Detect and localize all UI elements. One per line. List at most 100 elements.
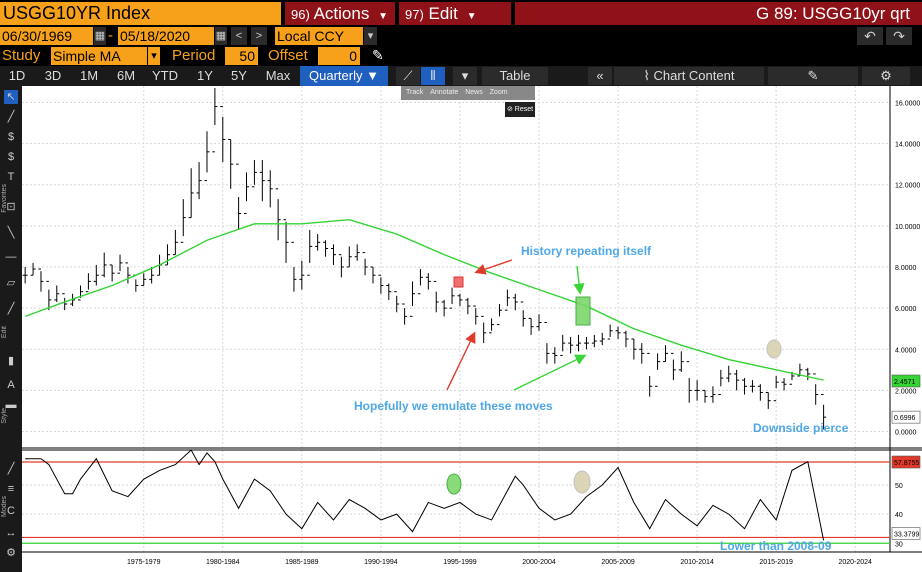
x-tick-5: 2000-2004 xyxy=(522,559,556,566)
timeframe-3d[interactable]: 3D xyxy=(44,68,62,83)
cursor-icon[interactable]: ↖ xyxy=(4,90,18,104)
reset-label: Reset xyxy=(514,106,534,113)
trend-icon[interactable]: ╱ xyxy=(7,303,15,315)
chevron-down-icon: ▼ xyxy=(366,68,379,83)
gear-icon[interactable]: ⚙ xyxy=(862,67,910,85)
chart-mode-popup: Track Annotate News Zoom xyxy=(401,86,535,100)
y-tick-rsi-2: 30 xyxy=(895,541,903,548)
chart-icon: ⌇ xyxy=(643,68,650,83)
y-tick-price-1: 14.0000 xyxy=(895,142,920,149)
ticker-field[interactable]: USGG10YR Index xyxy=(0,2,281,25)
rsi-series-line xyxy=(25,449,825,541)
highlight-circle-price xyxy=(766,339,782,359)
header-bar: USGG10YR Index 96) Actions ▼ 97) Edit ▼ … xyxy=(0,0,922,26)
arrow-green-bottom xyxy=(513,354,587,391)
settings-icon[interactable]: ⚙ xyxy=(6,547,16,559)
offset-field[interactable]: 0 xyxy=(318,47,360,65)
start-date-field[interactable]: 06/30/1969 xyxy=(0,27,93,45)
period-field[interactable]: 50 xyxy=(225,47,258,65)
arrow-red-top xyxy=(474,259,513,275)
mode-edit-icon[interactable]: ╱ xyxy=(7,463,15,475)
chart-content-button[interactable]: ⌇ Chart Content xyxy=(614,67,764,85)
timeframe-1m[interactable]: 1M xyxy=(79,68,99,83)
fib-tool-icon[interactable]: T xyxy=(7,171,15,183)
x-tick-6: 2005-2009 xyxy=(601,559,635,566)
last-value-labels: 2.4571 0.6996 57.8755 33.3799 xyxy=(891,374,921,540)
x-tick-0: 1975-1979 xyxy=(127,559,161,566)
x-tick-4: 1995-1999 xyxy=(443,559,477,566)
pencil-icon[interactable]: ✎ xyxy=(372,47,384,63)
mode-zoom-icon[interactable]: ↔ xyxy=(5,527,17,539)
timeframe-quarterly-select[interactable]: Quarterly ▼ xyxy=(300,66,388,86)
calendar-icon[interactable]: ▦ xyxy=(215,27,227,45)
popup-zoom[interactable]: Zoom xyxy=(489,89,508,96)
collapse-icon[interactable]: « xyxy=(588,67,612,85)
y-tick-rsi-1: 40 xyxy=(895,512,903,519)
last-value-text-r0: 57.8755 xyxy=(894,460,919,467)
next-arrow-icon[interactable]: > xyxy=(251,27,267,45)
last-value-box-r0 xyxy=(891,455,921,469)
delete-icon[interactable]: ▮ xyxy=(7,355,15,367)
popup-annotate[interactable]: Annotate xyxy=(430,89,459,96)
reset-button[interactable]: ⊘ Reset xyxy=(505,102,535,117)
end-date-field[interactable]: 05/18/2020 xyxy=(118,27,214,45)
redo-icon[interactable]: ↷ xyxy=(886,27,912,45)
undo-icon[interactable]: ↶ xyxy=(857,27,883,45)
y-tick-rsi-0: 50 xyxy=(895,483,903,490)
edit-menu-button[interactable]: 97) Edit ▼ xyxy=(399,2,511,25)
shape-icon[interactable]: ▱ xyxy=(6,277,16,289)
fill-icon[interactable]: ▬ xyxy=(5,399,17,411)
x-tick-1: 1980-1984 xyxy=(206,559,240,566)
chevron-down-icon[interactable]: ▾ xyxy=(148,47,160,65)
edit-chart-icon[interactable]: ✎ xyxy=(768,67,858,85)
last-value-text-p1: 0.6996 xyxy=(894,415,916,422)
ruler-icon[interactable]: ⊡ xyxy=(6,201,16,213)
mode-legend-icon[interactable]: ≡ xyxy=(7,483,15,495)
highlight-circle-rsi-tan xyxy=(573,470,591,494)
chevron-down-icon: ▼ xyxy=(466,11,477,22)
popup-news[interactable]: News xyxy=(465,89,483,96)
chevron-down-icon[interactable]: ▾ xyxy=(364,27,377,45)
date-separator: - xyxy=(108,27,113,44)
chart-content-label: Chart Content xyxy=(653,68,735,83)
y-tick-price-3: 10.0000 xyxy=(895,224,920,231)
chevron-down-icon[interactable]: ▾ xyxy=(453,67,477,85)
study-select[interactable]: Simple MA xyxy=(51,47,147,65)
quarterly-label: Quarterly xyxy=(309,68,363,83)
font-icon[interactable]: A xyxy=(7,379,15,391)
chart-area[interactable]: 16.0000 14.0000 12.0000 10.0000 8.0000 6.0000… xyxy=(22,86,922,572)
timeframe-1d[interactable]: 1D xyxy=(8,68,26,83)
price-bars xyxy=(22,88,827,430)
price-tool-icon[interactable]: $ xyxy=(7,151,15,163)
x-tick-9: 2020-2024 xyxy=(838,559,872,566)
timeframe-6m[interactable]: 6M xyxy=(116,68,136,83)
timeframe-ytd[interactable]: YTD xyxy=(152,68,178,83)
window-title: G 89: USGG10yr qrt xyxy=(515,2,922,25)
timeframe-5y[interactable]: 5Y xyxy=(231,68,247,83)
currency-select[interactable]: Local CCY xyxy=(275,27,363,45)
text-tool-icon[interactable]: $ xyxy=(7,131,15,143)
timeframe-max[interactable]: Max xyxy=(265,68,291,83)
annotation-downside: Downside pierce xyxy=(753,421,849,435)
brush-icon[interactable]: ╲ xyxy=(7,227,15,239)
arrow-green-top xyxy=(573,265,585,295)
table-button[interactable]: Table xyxy=(482,67,548,85)
offset-label: Offset xyxy=(268,47,308,64)
moving-average xyxy=(24,218,824,381)
line-tool-icon[interactable]: ╱ xyxy=(7,111,15,123)
study-label: Study xyxy=(2,47,41,64)
rsi-line xyxy=(25,449,825,541)
line-chart-icon[interactable]: ⟋ xyxy=(396,67,420,85)
bar-chart-icon[interactable]: ⫴ xyxy=(421,67,445,85)
calendar-icon[interactable]: ▦ xyxy=(94,27,106,45)
dash-icon[interactable]: — xyxy=(5,251,17,263)
timeframe-1y[interactable]: 1Y xyxy=(197,68,213,83)
y-tick-price-2: 12.0000 xyxy=(895,183,920,190)
popup-track[interactable]: Track xyxy=(406,89,424,96)
prev-arrow-icon[interactable]: < xyxy=(231,27,247,45)
highlight-box-red xyxy=(453,276,464,288)
chart-toolbar: 1D 3D 1M 6M YTD 1Y 5Y Max Quarterly ▼ ⟋ … xyxy=(0,66,922,86)
mode-copy-icon[interactable]: C xyxy=(7,505,15,517)
highlight-circle-rsi-green xyxy=(446,473,462,495)
actions-menu-button[interactable]: 96) Actions ▼ xyxy=(285,2,395,25)
